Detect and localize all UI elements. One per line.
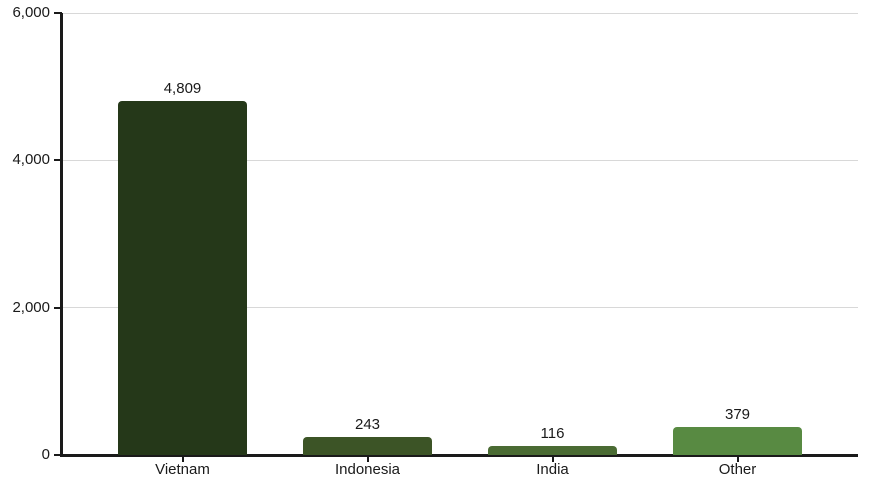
y-axis-tick-label: 4,000 (12, 151, 50, 169)
bar-value-label: 116 (540, 425, 565, 443)
y-axis-tick (54, 159, 62, 162)
bar-value-label: 379 (724, 406, 751, 424)
y-axis-line (60, 13, 63, 455)
y-axis-tick-label: 0 (41, 446, 50, 463)
bar-value-label: 243 (354, 416, 381, 434)
y-axis-tick (54, 12, 62, 14)
x-axis-category-label: India (536, 461, 569, 478)
gridline (62, 12, 858, 14)
x-axis-tick (551, 456, 554, 462)
gridline (62, 159, 858, 161)
gridline (62, 307, 858, 309)
x-axis-category-label: Vietnam (155, 461, 210, 478)
y-axis-tick (54, 306, 62, 309)
x-axis-tick (366, 456, 369, 462)
x-axis-tick (181, 456, 184, 462)
bar-vietnam (118, 100, 247, 455)
y-axis-tick (54, 454, 62, 456)
y-axis-tick-label: 6,000 (12, 4, 50, 21)
x-axis-line (60, 454, 858, 457)
bar-value-label: 4,809 (163, 79, 202, 97)
bar-indonesia (303, 437, 432, 455)
x-axis-category-label: Other (718, 461, 757, 478)
x-axis-tick (736, 456, 739, 462)
x-axis-category-label: Indonesia (334, 461, 401, 478)
y-axis-tick-label: 2,000 (12, 298, 50, 316)
bar-other (673, 427, 802, 455)
bar-india (488, 446, 617, 455)
